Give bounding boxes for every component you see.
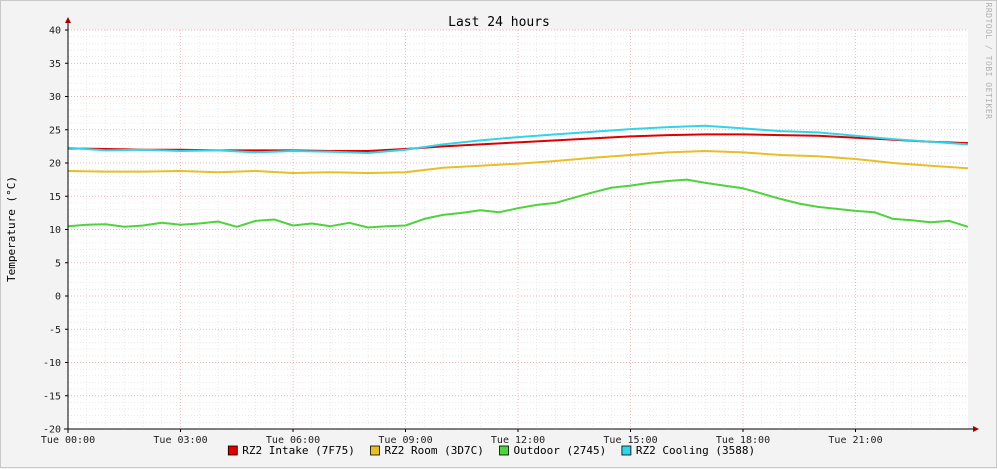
x-ticks: Tue 00:00 Tue 03:00 Tue 06:00 Tue 09:00 Tue … bbox=[41, 429, 883, 446]
y-tick-label: 15 bbox=[49, 192, 61, 203]
y-tick-label: -5 bbox=[49, 325, 61, 336]
x-tick-label: Tue 09:00 bbox=[378, 435, 432, 446]
y-ticks: -20 -15 -10 -5 0 5 10 15 20 25 30 35 40 bbox=[43, 26, 68, 436]
legend-label-2: Outdoor (2745) bbox=[514, 444, 607, 457]
series-line-3 bbox=[67, 124, 969, 154]
y-tick-label: 0 bbox=[55, 292, 61, 303]
series-line-1 bbox=[67, 150, 969, 174]
legend-label-3: RZ2 Cooling (3588) bbox=[636, 444, 755, 457]
legend: RZ2 Intake (7F75) RZ2 Room (3D7C) Outdoor … bbox=[227, 444, 755, 457]
y-tick-label: 10 bbox=[49, 225, 61, 236]
legend-swatch-0 bbox=[227, 445, 238, 456]
x-tick-label: Tue 21:00 bbox=[828, 435, 882, 446]
x-tick-label: Tue 15:00 bbox=[603, 435, 657, 446]
legend-label-1: RZ2 Room (3D7C) bbox=[385, 444, 484, 457]
y-axis-arrow bbox=[65, 17, 71, 23]
y-tick-label: 30 bbox=[49, 92, 61, 103]
rrdtool-credit: RRDTOOL / TOBI OETIKER bbox=[984, 3, 993, 120]
y-tick-label: 5 bbox=[55, 258, 61, 269]
y-tick-label: 40 bbox=[49, 26, 61, 37]
y-tick-label: -20 bbox=[43, 425, 61, 436]
x-tick-label: Tue 18:00 bbox=[716, 435, 770, 446]
x-tick-label: Tue 12:00 bbox=[491, 435, 545, 446]
chart-title: Last 24 hours bbox=[448, 15, 550, 30]
x-tick-label: Tue 06:00 bbox=[266, 435, 320, 446]
y-axis-label: Temperature (°C) bbox=[5, 176, 18, 282]
legend-label-0: RZ2 Intake (7F75) bbox=[242, 444, 355, 457]
x-axis-arrow bbox=[973, 426, 979, 432]
legend-swatch-2 bbox=[499, 445, 509, 456]
legend-swatch-3 bbox=[621, 445, 632, 456]
series-layer bbox=[67, 124, 969, 229]
series-line-2 bbox=[67, 178, 969, 229]
x-tick-label: Tue 03:00 bbox=[153, 435, 207, 446]
grid bbox=[67, 29, 968, 430]
y-tick-label: 35 bbox=[49, 59, 61, 70]
legend-swatch-1 bbox=[370, 445, 380, 456]
y-tick-label: 25 bbox=[49, 125, 61, 136]
axes bbox=[64, 17, 979, 433]
y-tick-label: -15 bbox=[43, 391, 61, 402]
x-tick-label: Tue 00:00 bbox=[41, 435, 95, 446]
y-tick-label: 20 bbox=[49, 159, 61, 170]
y-tick-label: -10 bbox=[43, 358, 61, 369]
